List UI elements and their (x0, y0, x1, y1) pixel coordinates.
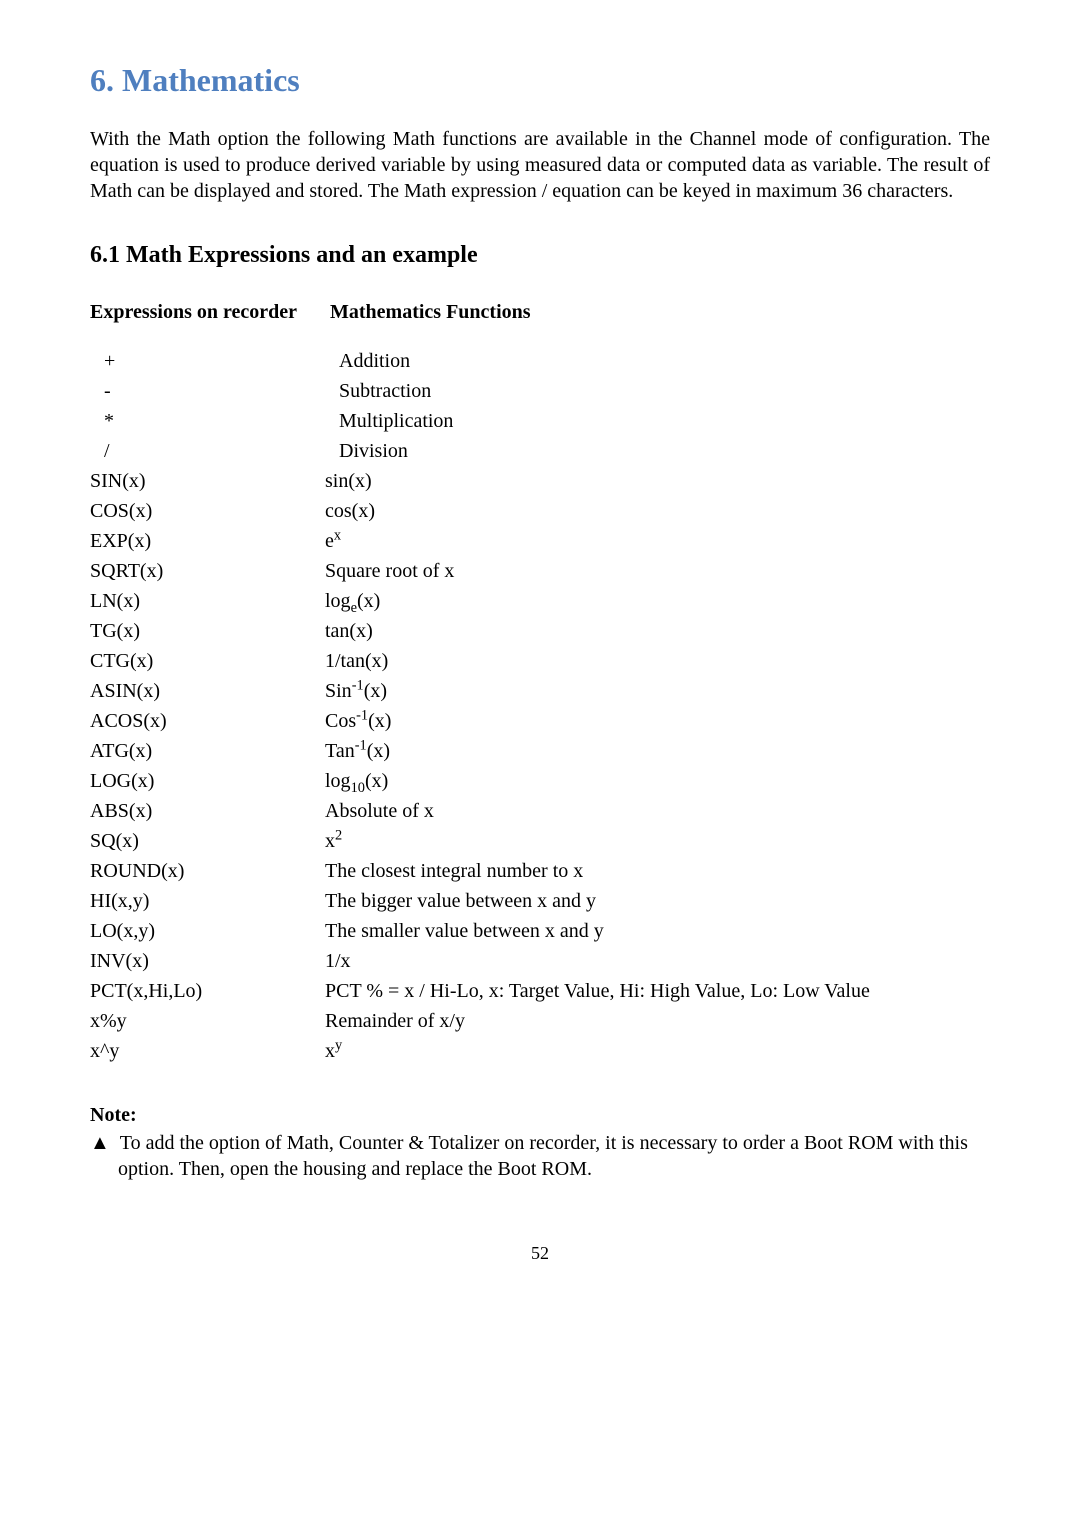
expr-cell: TG(x) (90, 617, 325, 646)
expr-cell: ABS(x) (90, 797, 325, 826)
func-cell: The bigger value between x and y (325, 887, 596, 916)
table-row: LOG(x)log10(x) (90, 767, 990, 796)
table-row: PCT(x,Hi,Lo)PCT % = x / Hi-Lo, x: Target… (90, 977, 990, 1006)
expr-cell: SIN(x) (90, 467, 325, 496)
expr-cell: INV(x) (90, 947, 325, 976)
func-cell: 1/x (325, 947, 351, 976)
table-row: INV(x)1/x (90, 947, 990, 976)
table-row: SQRT(x)Square root of x (90, 557, 990, 586)
math-table: +Addition -Subtraction *Multiplication /… (90, 347, 990, 1066)
func-cell: log10(x) (325, 767, 388, 796)
expr-cell: ATG(x) (90, 737, 325, 766)
func-cell: tan(x) (325, 617, 373, 646)
func-cell: PCT % = x / Hi-Lo, x: Target Value, Hi: … (325, 977, 870, 1006)
table-row: ROUND(x)The closest integral number to x (90, 857, 990, 886)
table-row: *Multiplication (90, 407, 990, 436)
table-row: LO(x,y)The smaller value between x and y (90, 917, 990, 946)
table-row: ABS(x)Absolute of x (90, 797, 990, 826)
expr-cell: LOG(x) (90, 767, 325, 796)
expr-cell: SQ(x) (90, 827, 325, 856)
table-row: SQ(x)x2 (90, 827, 990, 856)
func-cell: ex (325, 527, 341, 556)
expr-cell: COS(x) (90, 497, 325, 526)
func-cell: Cos-1(x) (325, 707, 391, 736)
func-cell: loge(x) (325, 587, 380, 616)
func-cell: Multiplication (339, 407, 453, 436)
expr-cell: ACOS(x) (90, 707, 325, 736)
func-cell: The closest integral number to x (325, 857, 583, 886)
table-row: SIN(x)sin(x) (90, 467, 990, 496)
section-title: 6. Mathematics (90, 60, 990, 102)
table-row: -Subtraction (90, 377, 990, 406)
func-cell: Subtraction (339, 377, 431, 406)
expr-cell: * (90, 407, 339, 436)
page-number: 52 (90, 1242, 990, 1265)
func-cell: Division (339, 437, 408, 466)
table-row: /Division (90, 437, 990, 466)
note-item: ▲ To add the option of Math, Counter & T… (90, 1130, 990, 1182)
table-row: COS(x)cos(x) (90, 497, 990, 526)
table-row: ASIN(x)Sin-1(x) (90, 677, 990, 706)
func-cell: xy (325, 1037, 342, 1066)
func-cell: Addition (339, 347, 410, 376)
table-row: x%yRemainder of x/y (90, 1007, 990, 1036)
table-row: EXP(x)ex (90, 527, 990, 556)
func-cell: The smaller value between x and y (325, 917, 604, 946)
table-row: ATG(x)Tan-1(x) (90, 737, 990, 766)
expr-cell: - (90, 377, 339, 406)
expr-cell: EXP(x) (90, 527, 325, 556)
table-row: LN(x)loge(x) (90, 587, 990, 616)
func-cell: cos(x) (325, 497, 375, 526)
expr-cell: x^y (90, 1037, 325, 1066)
expr-cell: SQRT(x) (90, 557, 325, 586)
func-cell: Tan-1(x) (325, 737, 390, 766)
header-col1: Expressions on recorder (90, 299, 325, 325)
func-cell: Absolute of x (325, 797, 434, 826)
note-heading: Note: (90, 1102, 990, 1128)
func-cell: x2 (325, 827, 342, 856)
table-row: x^yxy (90, 1037, 990, 1066)
intro-paragraph: With the Math option the following Math … (90, 126, 990, 204)
func-cell: Sin-1(x) (325, 677, 387, 706)
table-header-row: Expressions on recorder Mathematics Func… (90, 299, 990, 325)
expr-cell: CTG(x) (90, 647, 325, 676)
expr-cell: + (90, 347, 339, 376)
func-cell: Square root of x (325, 557, 454, 586)
expr-cell: LN(x) (90, 587, 325, 616)
func-cell: 1/tan(x) (325, 647, 388, 676)
expr-cell: ROUND(x) (90, 857, 325, 886)
func-cell: Remainder of x/y (325, 1007, 465, 1036)
expr-cell: / (90, 437, 339, 466)
expr-cell: LO(x,y) (90, 917, 325, 946)
expr-cell: HI(x,y) (90, 887, 325, 916)
header-col2: Mathematics Functions (330, 299, 531, 325)
func-cell: sin(x) (325, 467, 372, 496)
expr-cell: PCT(x,Hi,Lo) (90, 977, 325, 1006)
triangle-bullet-icon: ▲ (90, 1132, 110, 1154)
note-text: To add the option of Math, Counter & Tot… (118, 1132, 968, 1180)
expr-cell: ASIN(x) (90, 677, 325, 706)
expr-cell: x%y (90, 1007, 325, 1036)
table-row: +Addition (90, 347, 990, 376)
table-row: CTG(x)1/tan(x) (90, 647, 990, 676)
table-row: TG(x)tan(x) (90, 617, 990, 646)
table-row: HI(x,y)The bigger value between x and y (90, 887, 990, 916)
table-row: ACOS(x)Cos-1(x) (90, 707, 990, 736)
subsection-title: 6.1 Math Expressions and an example (90, 240, 990, 271)
